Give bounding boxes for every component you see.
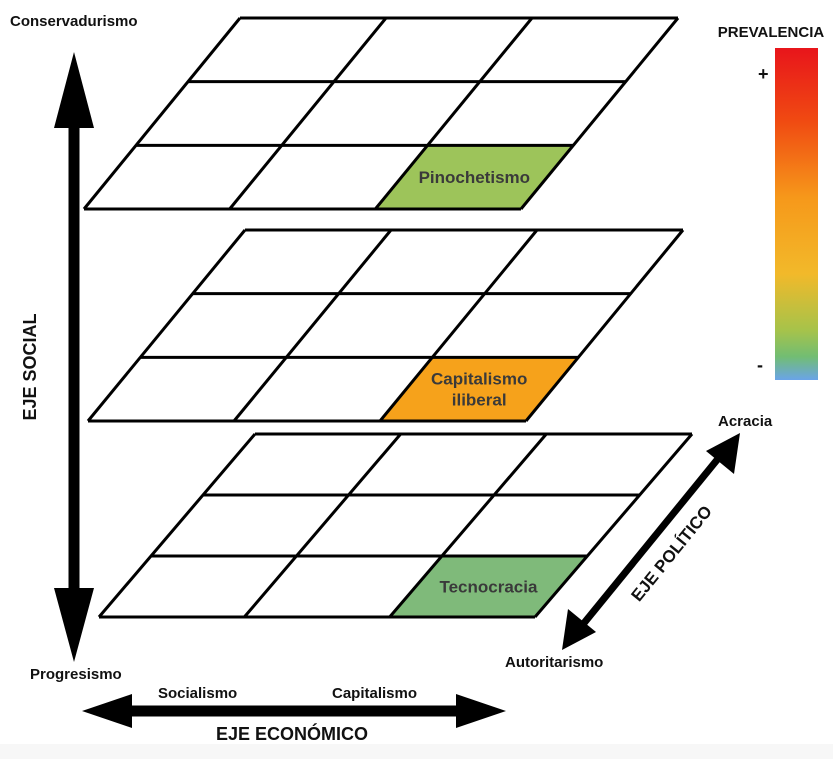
highlight-label: Tecnocracia (439, 578, 538, 597)
grid-line (86, 229, 247, 422)
highlight-label: Pinochetismo (419, 168, 530, 187)
prevalencia-title: PREVALENCIA (718, 24, 825, 41)
grid-line (374, 17, 534, 210)
highlight-label: Capitalismo iliberal (431, 370, 527, 410)
grid-line (533, 433, 694, 618)
grid-line (388, 433, 548, 618)
grid-line (97, 433, 257, 618)
capitalismo-axis-label: Capitalismo (332, 685, 417, 702)
highlight-cell (375, 145, 574, 209)
highlight-cell (389, 556, 588, 617)
social-axis-title: EJE SOCIAL (20, 313, 40, 420)
grid-line (519, 17, 680, 210)
economic-axis-title: EJE ECONÓMICO (216, 723, 368, 744)
social-axis-arrow (54, 52, 94, 662)
bottom-band (0, 744, 833, 759)
grid-line (232, 229, 393, 422)
acracia-label: Acracia (718, 413, 773, 430)
highlight-cell (380, 357, 579, 421)
economic-axis-arrow (82, 694, 506, 728)
socialismo-label: Socialismo (158, 685, 237, 702)
grid-line (228, 17, 388, 210)
grid-line (243, 433, 402, 618)
progresismo-label: Progresismo (30, 666, 122, 683)
grid-line (378, 229, 539, 422)
prevalence-plus: + (758, 64, 769, 84)
political-axis-arrow (562, 433, 740, 650)
plane-middle: Capitalismo iliberal (86, 228, 685, 423)
prevalence-minus: - (757, 355, 763, 375)
plane-bottom: Tecnocracia (97, 432, 694, 619)
plane-top: Pinochetismo (82, 16, 680, 211)
autoritarismo-label: Autoritarismo (505, 654, 603, 671)
conservadurismo-label: Conservadurismo (10, 13, 138, 30)
prevalence-color-scale (775, 48, 818, 380)
grid-line (82, 17, 242, 210)
grid-line (524, 229, 685, 422)
